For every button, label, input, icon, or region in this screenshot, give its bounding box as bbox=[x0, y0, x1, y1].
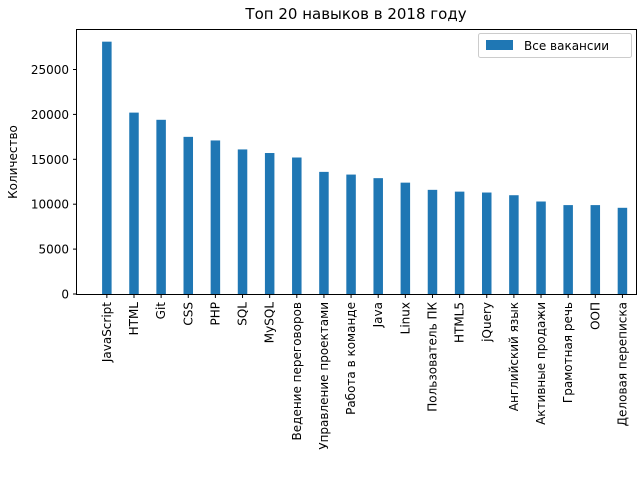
x-tick-label-1: HTML bbox=[127, 302, 141, 336]
bar-8 bbox=[319, 171, 329, 294]
bar-7 bbox=[292, 157, 302, 294]
y-tick-label-3: 15000 bbox=[31, 153, 69, 167]
y-tick-label-5: 25000 bbox=[31, 63, 69, 77]
x-tick-label-17: Грамотная речь bbox=[561, 302, 575, 403]
bar-9 bbox=[346, 174, 356, 294]
x-axis: JavaScript HTML Git CSS PHP SQL MySQL Ведение п… bbox=[100, 294, 629, 450]
bar-6 bbox=[264, 153, 275, 294]
bar-12 bbox=[427, 189, 438, 294]
x-tick-label-2: Git bbox=[154, 302, 168, 320]
plot-frame bbox=[76, 29, 637, 295]
x-tick-label-8: Управление проектами bbox=[317, 302, 331, 450]
y-axis-label: Количество bbox=[6, 125, 20, 199]
x-tick-label-13: HTML5 bbox=[453, 302, 467, 343]
bar-10 bbox=[373, 178, 383, 294]
bars-layer bbox=[102, 41, 628, 294]
legend: Все вакансии bbox=[478, 33, 632, 58]
legend-swatch-vse-vakansii bbox=[486, 40, 513, 50]
bar-15 bbox=[509, 195, 519, 294]
legend-box bbox=[478, 33, 632, 58]
x-tick-label-6: MySQL bbox=[263, 302, 277, 344]
bar-14 bbox=[482, 192, 492, 294]
x-tick-label-7: Ведение переговоров bbox=[290, 302, 304, 440]
x-tick-label-9: Работа в команде bbox=[344, 302, 358, 415]
chart-title: Топ 20 навыков в 2018 году bbox=[244, 5, 466, 23]
y-tick-label-1: 5000 bbox=[38, 243, 69, 257]
bar-5 bbox=[237, 149, 248, 294]
x-tick-label-4: PHP bbox=[208, 302, 222, 326]
x-tick-label-10: Java bbox=[371, 302, 385, 328]
legend-label: Все вакансии bbox=[524, 39, 609, 53]
bar-4 bbox=[210, 140, 221, 294]
x-tick-label-16: Активные продажи bbox=[534, 302, 548, 425]
bar-16 bbox=[536, 201, 546, 294]
x-tick-label-5: SQL bbox=[236, 302, 250, 326]
x-tick-label-19: Деловая переписка bbox=[615, 302, 629, 426]
bar-19 bbox=[617, 207, 628, 294]
x-tick-label-18: ООП bbox=[588, 302, 602, 330]
bar-18 bbox=[590, 205, 601, 294]
x-tick-label-12: Пользователь ПК bbox=[425, 302, 439, 412]
bar-11 bbox=[400, 182, 411, 294]
bar-17 bbox=[563, 205, 573, 294]
y-axis: 0 5000 10000 15000 20000 25000 bbox=[31, 63, 77, 302]
bar-2 bbox=[156, 119, 166, 294]
x-tick-label-11: Linux bbox=[398, 302, 412, 334]
y-tick-label-0: 0 bbox=[61, 288, 69, 302]
y-tick-label-2: 10000 bbox=[31, 198, 69, 212]
x-tick-label-0: JavaScript bbox=[100, 302, 114, 363]
bar-0 bbox=[102, 41, 112, 294]
bar-3 bbox=[183, 136, 194, 294]
y-tick-label-4: 20000 bbox=[31, 108, 69, 122]
bar-1 bbox=[129, 112, 139, 294]
x-tick-label-3: CSS bbox=[181, 302, 195, 326]
bar-13 bbox=[454, 191, 465, 294]
x-tick-label-14: jQuery bbox=[480, 302, 494, 343]
x-tick-label-15: Английский язык bbox=[507, 302, 521, 411]
